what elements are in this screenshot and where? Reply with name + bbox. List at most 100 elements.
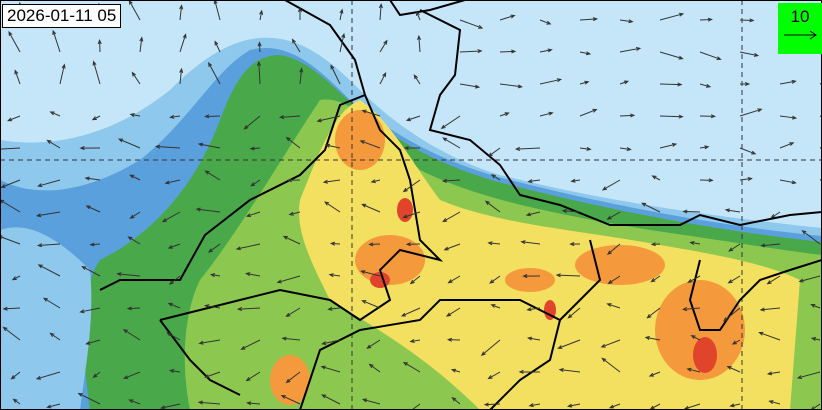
wind-arrow bbox=[91, 115, 101, 121]
wind-arrow bbox=[601, 179, 621, 191]
wind-arrow bbox=[579, 17, 599, 22]
wind-arrow bbox=[640, 202, 661, 213]
wind-arrow bbox=[281, 336, 301, 341]
wind-arrow bbox=[378, 2, 383, 21]
wind-arrow bbox=[409, 275, 421, 285]
wind-arrow bbox=[179, 67, 184, 85]
wind-arrow bbox=[739, 147, 757, 155]
wind-arrow bbox=[601, 357, 621, 373]
wind-arrow bbox=[566, 403, 581, 408]
wind-arrow bbox=[526, 307, 541, 312]
wind-arrow bbox=[245, 272, 261, 277]
wind-arrow bbox=[699, 51, 722, 61]
wind-arrow bbox=[489, 275, 501, 284]
wind-arrow bbox=[37, 264, 61, 277]
wind-arrow bbox=[440, 115, 461, 130]
wind-arrow bbox=[442, 137, 461, 149]
wind-arrow bbox=[330, 64, 341, 85]
wind-arrow bbox=[276, 275, 301, 284]
wind-arrow bbox=[759, 307, 781, 312]
wind-arrow bbox=[659, 142, 678, 149]
wind-arrow bbox=[758, 331, 781, 341]
wind-arrow bbox=[728, 243, 741, 252]
wind-arrow bbox=[798, 275, 821, 283]
wind-arrow bbox=[208, 61, 221, 85]
wind-arrow bbox=[739, 51, 760, 57]
wind-arrow bbox=[499, 112, 510, 117]
wind-arrow bbox=[646, 307, 661, 319]
wind-arrow bbox=[245, 211, 261, 218]
wind-arrow bbox=[282, 235, 301, 245]
wind-arrow bbox=[739, 18, 755, 23]
wind-arrow bbox=[739, 81, 751, 86]
wind-arrow bbox=[126, 306, 141, 311]
wind-arrow bbox=[739, 176, 753, 181]
wind-arrow bbox=[168, 275, 181, 285]
wind-arrow bbox=[484, 200, 501, 213]
wind-arrow bbox=[514, 146, 541, 151]
wind-arrow bbox=[129, 112, 141, 117]
wind-arrow bbox=[52, 29, 61, 53]
wind-arrow bbox=[278, 115, 301, 120]
wind-arrow bbox=[128, 399, 141, 405]
wind-arrow bbox=[459, 83, 481, 89]
wind-arrow bbox=[366, 339, 381, 349]
wind-arrow bbox=[8, 30, 21, 53]
wind-arrow bbox=[579, 146, 592, 151]
wind-arrow bbox=[650, 275, 661, 283]
wind-arrow bbox=[724, 208, 741, 213]
wind-arrow bbox=[690, 335, 701, 341]
wind-arrow bbox=[321, 339, 341, 346]
wind-arrow bbox=[619, 113, 636, 118]
wind-arrow bbox=[650, 242, 661, 247]
wind-arrow bbox=[760, 243, 781, 248]
wind-arrow bbox=[699, 145, 710, 150]
wind-arrow bbox=[35, 371, 61, 380]
wind-arrow bbox=[77, 392, 101, 405]
wind-arrow bbox=[779, 79, 797, 85]
wind-arrow bbox=[179, 33, 187, 53]
wind-arrow bbox=[539, 111, 554, 117]
blue-left-patch bbox=[0, 227, 92, 410]
wind-arrow bbox=[285, 136, 301, 149]
wind-arrow bbox=[402, 361, 421, 373]
wind-arrow bbox=[84, 176, 101, 181]
timestamp-label: 2026-01-11 05 bbox=[2, 4, 122, 28]
wind-arrow bbox=[204, 114, 221, 119]
wind-arrow bbox=[327, 306, 341, 311]
wind-arrow bbox=[168, 369, 181, 374]
wind-arrow bbox=[246, 401, 261, 406]
wind-arrow bbox=[810, 337, 821, 341]
wind-arrow bbox=[689, 240, 701, 245]
wind-arrow bbox=[167, 243, 181, 249]
wind-arrow bbox=[810, 303, 821, 309]
wind-arrow bbox=[411, 403, 421, 410]
wind-arrow bbox=[681, 307, 701, 312]
wind-arrow bbox=[447, 275, 461, 284]
wind-arrow bbox=[46, 403, 61, 409]
wind-arrow bbox=[600, 339, 621, 348]
wind-arrow bbox=[526, 336, 541, 341]
wind-arrow bbox=[122, 371, 141, 379]
wind-arrow bbox=[409, 339, 421, 343]
wind-arrow bbox=[699, 17, 713, 22]
wind-arrow bbox=[731, 339, 741, 345]
wind-arrow bbox=[361, 203, 381, 213]
wind-arrow bbox=[487, 241, 501, 246]
wind-arrow bbox=[659, 12, 685, 21]
wind-arrow bbox=[42, 297, 61, 309]
wind-arrow bbox=[403, 145, 421, 150]
wind-arrow bbox=[285, 371, 301, 384]
wind-arrow bbox=[360, 270, 381, 277]
wind-arrow bbox=[131, 71, 141, 85]
wind-arrow bbox=[567, 307, 581, 319]
wind-arrow bbox=[361, 300, 381, 309]
wind-arrow bbox=[607, 275, 621, 285]
wind-arrow bbox=[557, 339, 581, 349]
wind-arrow bbox=[0, 179, 21, 188]
wind-arrow bbox=[257, 60, 262, 85]
wind-arrow bbox=[324, 201, 341, 213]
wind-arrow bbox=[320, 365, 341, 373]
wind-arrow bbox=[159, 403, 181, 410]
